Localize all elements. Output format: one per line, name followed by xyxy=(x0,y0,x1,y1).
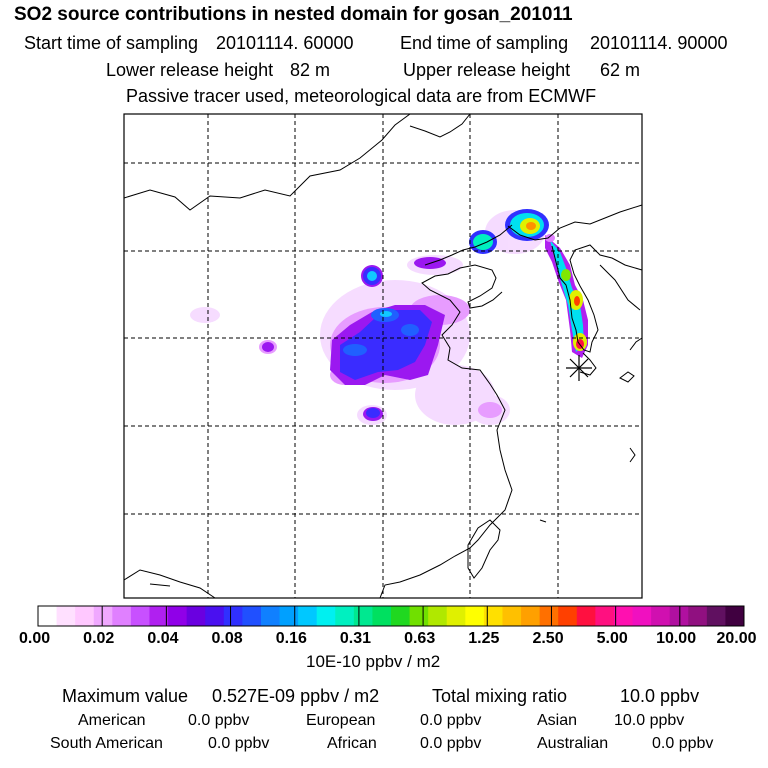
lat-lon-grid xyxy=(124,114,642,598)
region-name: American xyxy=(78,712,146,729)
plume-layer xyxy=(190,209,588,425)
region-value: 0.0 ppbv xyxy=(652,735,714,752)
colorbar-swatch xyxy=(186,606,206,626)
colorbar-swatch xyxy=(502,606,522,626)
colorbar-swatch xyxy=(521,606,541,626)
colorbar-swatch xyxy=(112,606,132,626)
max-value: 0.527E-09 ppbv / m2 xyxy=(212,686,380,706)
colorbar-swatch xyxy=(93,606,113,626)
colorbar-swatch xyxy=(391,606,411,626)
colorbar-swatch xyxy=(576,606,596,626)
upper-height-value: 62 m xyxy=(600,60,641,80)
colorbar-swatch xyxy=(149,606,169,626)
colorbar-swatch xyxy=(130,606,150,626)
region-name: Asian xyxy=(537,712,578,729)
region-value: 0.0 ppbv xyxy=(420,735,482,752)
end-time-label: End time of sampling xyxy=(400,33,569,53)
colorbar-swatch xyxy=(279,606,299,626)
colorbar-tick-label: 20.00 xyxy=(716,630,757,647)
colorbar-swatch xyxy=(632,606,652,626)
tracer-note: Passive tracer used, meteorological data… xyxy=(126,86,597,106)
colorbar-tick-label: 5.00 xyxy=(596,630,628,647)
region-name: African xyxy=(327,735,377,752)
colorbar-tick-label: 0.16 xyxy=(275,630,307,647)
colorbar-swatch xyxy=(558,606,578,626)
colorbar-swatch xyxy=(613,606,634,626)
colorbar-swatch xyxy=(75,606,95,626)
colorbar-tick-label: 0.31 xyxy=(339,630,372,647)
colorbar-tick-label: 0.02 xyxy=(83,630,115,647)
colorbar-swatch xyxy=(465,606,485,626)
lower-height-value: 82 m xyxy=(290,60,331,80)
region-value: 0.0 ppbv xyxy=(188,712,250,729)
region-value: 0.0 ppbv xyxy=(208,735,270,752)
total-mixing-label: Total mixing ratio xyxy=(432,686,568,706)
colorbar-swatch xyxy=(428,606,448,626)
colorbar-swatch xyxy=(651,606,671,626)
colorbar-swatch xyxy=(446,606,466,626)
colorbar-swatch xyxy=(205,606,225,626)
colorbar-swatch xyxy=(595,606,615,626)
map-title: SO2 source contributions in nested domai… xyxy=(14,4,573,25)
colorbar-tick-label: 0.00 xyxy=(19,630,51,647)
colorbar-swatch xyxy=(168,606,188,626)
region-value: 10.0 ppbv xyxy=(614,712,685,729)
colorbar-tick-label: 2.50 xyxy=(532,630,564,647)
region-name: European xyxy=(306,712,376,729)
colorbar-swatch xyxy=(688,606,708,626)
colorbar-swatch xyxy=(223,606,243,626)
colorbar-swatch xyxy=(669,606,689,626)
colorbar-swatch xyxy=(298,606,318,626)
colorbar-border xyxy=(37,605,745,627)
lower-height-label: Lower release height xyxy=(106,60,274,80)
region-name: South American xyxy=(50,735,163,752)
colorbar-swatch xyxy=(38,606,58,626)
colorbar-swatch xyxy=(260,606,281,626)
total-mixing-value: 10.0 ppbv xyxy=(620,686,700,706)
colorbar-swatch xyxy=(56,606,76,626)
colorbar-swatch xyxy=(242,606,262,626)
upper-height-label: Upper release height xyxy=(403,60,571,80)
colorbar-swatch xyxy=(409,606,429,626)
start-time-value: 20101114. 60000 xyxy=(216,33,354,53)
colorbar-swatch xyxy=(706,606,726,626)
colorbar-tick-label: 0.08 xyxy=(211,630,243,647)
start-time-label: Start time of sampling xyxy=(24,33,199,53)
colorbar-swatch xyxy=(353,606,373,626)
colorbar-tick-label: 0.04 xyxy=(147,630,179,647)
colorbar-tick-label: 1.25 xyxy=(468,630,500,647)
max-value-label: Maximum value xyxy=(62,686,189,706)
colorbar-swatch xyxy=(316,606,336,626)
colorbar-swatch xyxy=(372,606,392,626)
colorbar-swatch xyxy=(539,606,559,626)
colorbar xyxy=(37,605,745,627)
coastlines xyxy=(123,113,643,599)
colorbar-swatch xyxy=(335,606,355,626)
receptor-star-icon xyxy=(566,355,592,381)
colorbar-tick-label: 10.00 xyxy=(656,630,697,647)
end-time-value: 20101114. 90000 xyxy=(590,33,728,53)
region-name: Australian xyxy=(537,735,609,752)
colorbar-swatch xyxy=(483,606,503,626)
colorbar-unit: 10E-10 ppbv / m2 xyxy=(306,652,441,671)
colorbar-tick-label: 0.63 xyxy=(404,630,436,647)
colorbar-swatch xyxy=(725,606,745,626)
region-value: 0.0 ppbv xyxy=(420,712,482,729)
